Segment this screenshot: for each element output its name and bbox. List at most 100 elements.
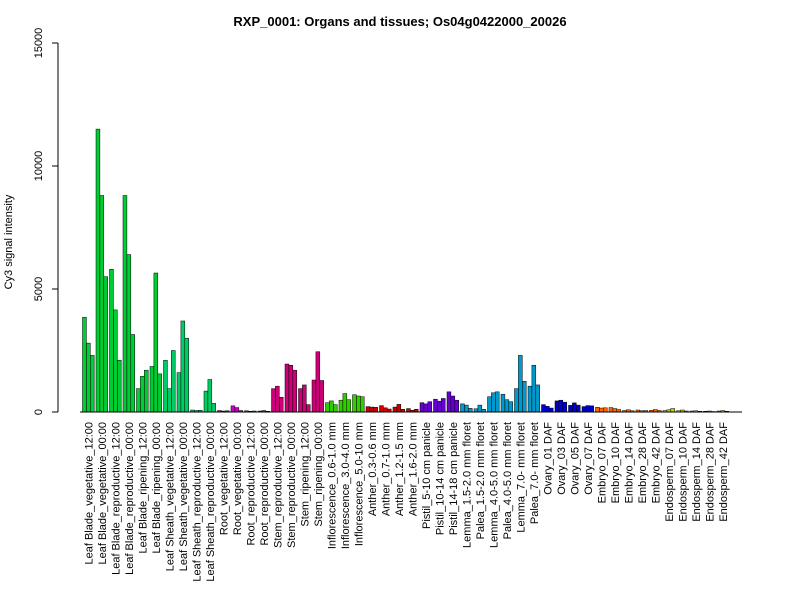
bar (568, 405, 573, 413)
bar (572, 402, 577, 413)
bar (491, 392, 496, 413)
bar (211, 403, 216, 413)
x-tick-label: Pistil_10-14 cm panicle (434, 422, 446, 535)
bar (522, 381, 527, 413)
bar (103, 276, 108, 413)
bar (437, 400, 442, 413)
x-tick-label: Stem_ripening_00:00 (313, 422, 325, 527)
bar (311, 379, 317, 413)
bar (446, 391, 452, 413)
x-tick-label: Root_vegetative_00:00 (232, 422, 244, 535)
bar (454, 399, 459, 413)
bar (113, 309, 118, 413)
x-tick-label: Leaf Sheath_reproductive_00:00 (205, 422, 217, 582)
bar (360, 396, 365, 413)
bar (406, 408, 411, 413)
x-tick-label: Embryo_14 DAF (623, 422, 635, 504)
x-tick-label: Ovary_07 DAF (583, 422, 595, 495)
x-tick-label: Leaf Blade_vegetative_12:00 (83, 422, 95, 565)
bar (541, 404, 546, 413)
x-tick-label: Endosperm_10 DAF (677, 422, 689, 522)
bar (504, 399, 510, 413)
x-tick-label: Root_vegetative_12:00 (218, 422, 230, 535)
bar (558, 399, 564, 413)
x-axis-tick-labels: Leaf Blade_vegetative_12:00 Leaf Blade_ve… (83, 422, 730, 582)
y-tick-label: 15000 (33, 28, 45, 59)
bars-layer (82, 128, 729, 413)
x-tick-label: Inflorescence_0.6-1.0 mm (326, 422, 338, 549)
bar (171, 350, 176, 413)
x-tick-label: Leaf Sheath_reproductive_12:00 (191, 422, 203, 582)
bar (167, 388, 172, 413)
bar (518, 355, 523, 413)
bar (581, 406, 587, 413)
bar (383, 407, 388, 413)
x-tick-label: Root_reproductive_00:00 (259, 422, 271, 546)
y-axis-label: Cy3 signal intensity (3, 194, 15, 289)
bar (319, 380, 324, 413)
x-tick-label: Lemma_1.5-2.0 mm floret (461, 422, 473, 548)
x-tick-label: Endosperm_14 DAF (691, 422, 703, 522)
x-tick-label: Stem_reproductive_00:00 (286, 422, 298, 548)
x-tick-label: Embryo_07 DAF (596, 422, 608, 504)
bar (379, 405, 384, 413)
x-tick-label: Endosperm_42 DAF (718, 422, 730, 522)
bar (99, 195, 105, 413)
bar (153, 272, 159, 413)
x-tick-label: Embryo_10 DAF (610, 422, 622, 504)
bar (535, 384, 540, 413)
x-tick-label: Embryo_28 DAF (637, 422, 649, 504)
x-tick-label: Inflorescence_5.0-10 mm (353, 422, 365, 546)
x-tick-label: Anther_1.2-1.5 mm (394, 422, 406, 516)
bar (288, 365, 294, 413)
bar (500, 394, 506, 413)
bar (90, 355, 95, 413)
bar (136, 388, 141, 413)
bar (562, 401, 567, 413)
bar (365, 406, 371, 413)
x-tick-label: Anther_0.7-1.0 mm (380, 422, 392, 516)
x-tick-label: Ovary_01 DAF (542, 422, 554, 495)
bar (302, 384, 307, 413)
x-tick-label: Palea_7.0- mm floret (529, 422, 541, 524)
bar (589, 405, 594, 413)
bar (545, 406, 550, 413)
bar (122, 195, 128, 413)
x-tick-label: Embryo_42 DAF (650, 422, 662, 504)
x-tick-label: Leaf Blade_reproductive_12:00 (110, 422, 122, 575)
bar (157, 373, 162, 413)
bar (369, 406, 375, 413)
bar (144, 369, 149, 413)
x-tick-label: Inflorescence_3.0-4.0 mm (340, 422, 352, 549)
bar (163, 360, 168, 413)
y-tick-label: 10000 (33, 151, 45, 182)
bar (576, 404, 581, 413)
bar (585, 405, 591, 413)
bar (595, 407, 600, 413)
x-tick-label: Stem_ripening_12:00 (299, 422, 311, 527)
bar (82, 317, 87, 413)
bar (298, 388, 303, 413)
bar (109, 269, 114, 413)
x-tick-label: Ovary_03 DAF (556, 422, 568, 495)
x-tick-label: Lemma_7.0- mm floret (515, 422, 527, 533)
bar (423, 403, 429, 413)
bar (184, 337, 189, 413)
x-tick-label: Leaf Blade_ripening_00:00 (151, 422, 163, 554)
x-tick-label: Stem_reproductive_12:00 (272, 422, 284, 548)
bar (599, 407, 604, 413)
bar (130, 334, 135, 413)
bar (346, 399, 351, 413)
chart-title: RXP_0001: Organs and tissues; Os04g04220… (233, 14, 566, 29)
bar (433, 398, 438, 413)
bar (180, 320, 186, 413)
bar (464, 404, 469, 413)
bar (549, 407, 554, 413)
bar (140, 376, 145, 413)
bar (333, 404, 338, 413)
bar (527, 385, 533, 413)
x-tick-label: Ovary_05 DAF (569, 422, 581, 495)
x-tick-label: Pistil_5-10 cm panicle (421, 422, 433, 529)
x-tick-label: Leaf Blade_reproductive_00:00 (124, 422, 136, 575)
bar (329, 400, 334, 413)
